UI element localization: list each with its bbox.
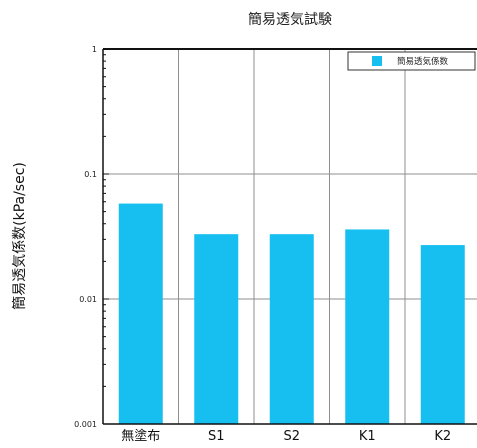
bars: [118, 203, 465, 424]
x-tick-label: K1: [359, 429, 376, 444]
y-tick-label: 0.1: [84, 170, 97, 179]
axes: [102, 48, 477, 425]
bar-無塗布: [118, 203, 163, 424]
bar-S2: [269, 234, 314, 424]
y-tick-label: 1: [92, 45, 97, 54]
x-tick-label: S2: [283, 429, 300, 444]
bar-K1: [345, 229, 390, 424]
bar-S1: [194, 234, 239, 424]
y-axis-label: 簡易透気係数(kPa/sec): [12, 162, 28, 310]
x-tick-label: 無塗布: [121, 428, 160, 444]
bar-K2: [420, 245, 465, 424]
legend-label: 簡易透気係数: [397, 56, 449, 67]
legend: 簡易透気係数: [347, 51, 476, 71]
x-tick-labels: 無塗布 S1 S2 K1 K2: [121, 428, 451, 444]
y-tick-label: 0.001: [74, 420, 97, 429]
y-tick-label: 0.01: [79, 295, 97, 304]
legend-swatch: [372, 56, 382, 66]
x-tick-label: S1: [208, 429, 225, 444]
y-tick-labels: 0.001 0.01 0.1 1: [74, 45, 97, 429]
grid-lines: [103, 49, 477, 424]
chart-title: 簡易透気試験: [248, 12, 332, 28]
x-tick-label: K2: [434, 429, 451, 444]
